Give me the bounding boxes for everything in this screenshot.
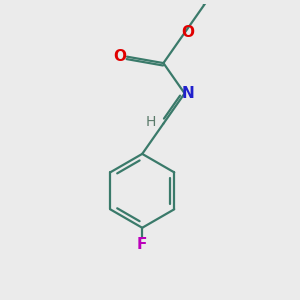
Text: H: H xyxy=(146,115,156,129)
Text: N: N xyxy=(181,86,194,101)
Text: O: O xyxy=(113,49,126,64)
Text: F: F xyxy=(137,237,147,252)
Text: O: O xyxy=(181,25,194,40)
